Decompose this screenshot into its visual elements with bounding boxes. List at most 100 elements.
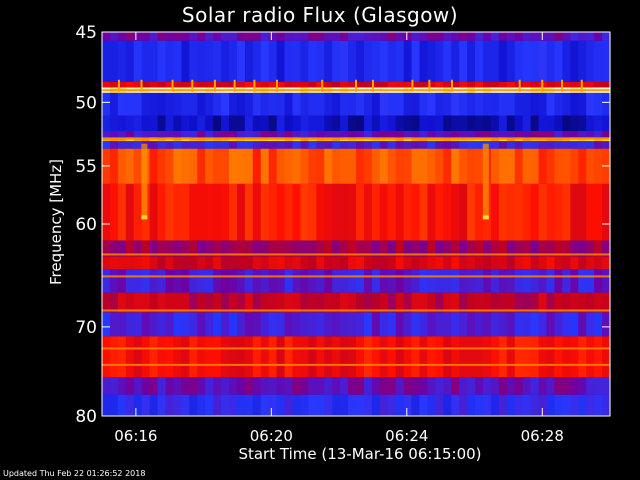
heatmap-cell xyxy=(189,377,198,395)
heatmap-cell xyxy=(316,40,325,82)
heatmap-cell xyxy=(268,256,278,270)
heatmap-cell xyxy=(189,81,198,88)
heatmap-cell xyxy=(395,40,405,82)
heatmap-cell xyxy=(538,183,548,241)
heatmap-cell xyxy=(435,256,444,270)
heatmap-cell xyxy=(562,312,571,337)
interference-spike xyxy=(191,79,194,92)
heatmap-cell xyxy=(324,394,333,416)
heatmap-cell xyxy=(348,377,357,395)
heatmap-cell xyxy=(348,141,357,149)
heatmap-cell xyxy=(292,92,302,116)
heatmap-cell xyxy=(403,256,413,270)
radio-burst xyxy=(141,143,148,219)
heatmap-cell xyxy=(602,240,611,257)
heatmap-cell xyxy=(141,115,151,132)
heatmap-cell xyxy=(459,269,468,293)
heatmap-cell xyxy=(102,92,111,116)
heatmap-cell xyxy=(546,92,556,116)
heatmap-cell xyxy=(594,32,603,41)
heatmap-cell xyxy=(578,32,587,41)
heatmap-cell xyxy=(316,131,325,138)
heatmap-cell xyxy=(522,256,532,270)
heatmap-cell xyxy=(102,336,111,378)
heatmap-cell xyxy=(189,394,198,416)
heatmap-cell xyxy=(562,81,571,88)
heatmap-cell xyxy=(435,148,444,184)
heatmap-cell xyxy=(435,115,444,132)
heatmap-cell xyxy=(459,394,468,416)
heatmap-cell xyxy=(387,336,397,378)
heatmap-cell xyxy=(395,92,405,116)
interference-spike xyxy=(321,79,324,92)
heatmap-cell xyxy=(340,336,349,378)
heatmap-cell xyxy=(356,377,365,395)
heatmap-cell xyxy=(324,40,333,82)
heatmap-cell xyxy=(538,40,548,82)
heatmap-cell xyxy=(197,256,206,270)
heatmap-cell xyxy=(133,269,143,293)
heatmap-cell xyxy=(102,312,111,337)
heatmap-cell xyxy=(292,256,302,270)
heatmap-cell xyxy=(221,148,230,184)
heatmap-cell xyxy=(371,183,381,241)
heatmap-cell xyxy=(562,115,571,132)
heatmap-cell xyxy=(165,81,175,88)
heatmap-cell xyxy=(332,141,341,149)
heatmap-cell xyxy=(578,115,587,132)
heatmap-cell xyxy=(443,292,452,313)
heatmap-cell xyxy=(538,115,548,132)
heatmap-cell xyxy=(109,92,119,116)
heatmap-cell xyxy=(506,336,516,378)
heatmap-cell xyxy=(236,269,246,293)
heatmap-cell xyxy=(387,240,397,257)
heatmap-cell xyxy=(189,240,198,257)
heatmap-cell xyxy=(498,312,508,337)
heatmap-cell xyxy=(578,292,587,313)
heatmap-cell xyxy=(363,183,373,241)
heatmap-cell xyxy=(324,148,333,184)
heatmap-cell xyxy=(221,312,230,337)
heatmap-cell xyxy=(125,115,135,132)
heatmap-cell xyxy=(205,115,214,132)
heatmap-cell xyxy=(300,312,309,337)
heatmap-cell xyxy=(459,336,468,378)
heatmap-cell xyxy=(348,394,357,416)
heatmap-cell xyxy=(586,115,595,132)
heatmap-cell xyxy=(292,183,302,241)
heatmap-cell xyxy=(395,81,405,88)
heatmap-cell xyxy=(435,183,444,241)
heatmap-cell xyxy=(348,183,357,241)
heatmap-cell xyxy=(451,312,460,337)
heatmap-cell xyxy=(379,292,389,313)
heatmap-cell xyxy=(363,148,373,184)
heatmap-cell xyxy=(411,377,421,395)
heatmap-cell xyxy=(133,32,143,41)
heatmap-cell xyxy=(514,92,524,116)
heatmap-cell xyxy=(411,148,421,184)
heatmap-cell xyxy=(506,377,516,395)
heatmap-cell xyxy=(260,292,270,313)
heatmap-cell xyxy=(475,92,484,116)
heatmap-cell xyxy=(260,312,270,337)
heatmap-cell xyxy=(244,336,254,378)
heatmap-cell xyxy=(236,141,246,149)
heatmap-cell xyxy=(498,40,508,82)
heatmap-cell xyxy=(586,336,595,378)
heatmap-cell xyxy=(221,81,230,88)
heatmap-cell xyxy=(419,394,429,416)
heatmap-cell xyxy=(133,377,143,395)
heatmap-cell xyxy=(252,141,262,149)
heatmap-cell xyxy=(308,394,317,416)
heatmap-cell xyxy=(395,269,405,293)
heatmap-cell xyxy=(308,269,317,293)
heatmap-cell xyxy=(570,40,579,82)
heatmap-cell xyxy=(514,292,524,313)
heatmap-cell xyxy=(451,336,460,378)
heatmap-cell xyxy=(387,256,397,270)
heatmap-cell xyxy=(213,183,222,241)
heatmap-cell xyxy=(562,394,571,416)
heatmap-cell xyxy=(197,312,206,337)
heatmap-cell xyxy=(332,92,341,116)
heatmap-cell xyxy=(467,312,476,337)
